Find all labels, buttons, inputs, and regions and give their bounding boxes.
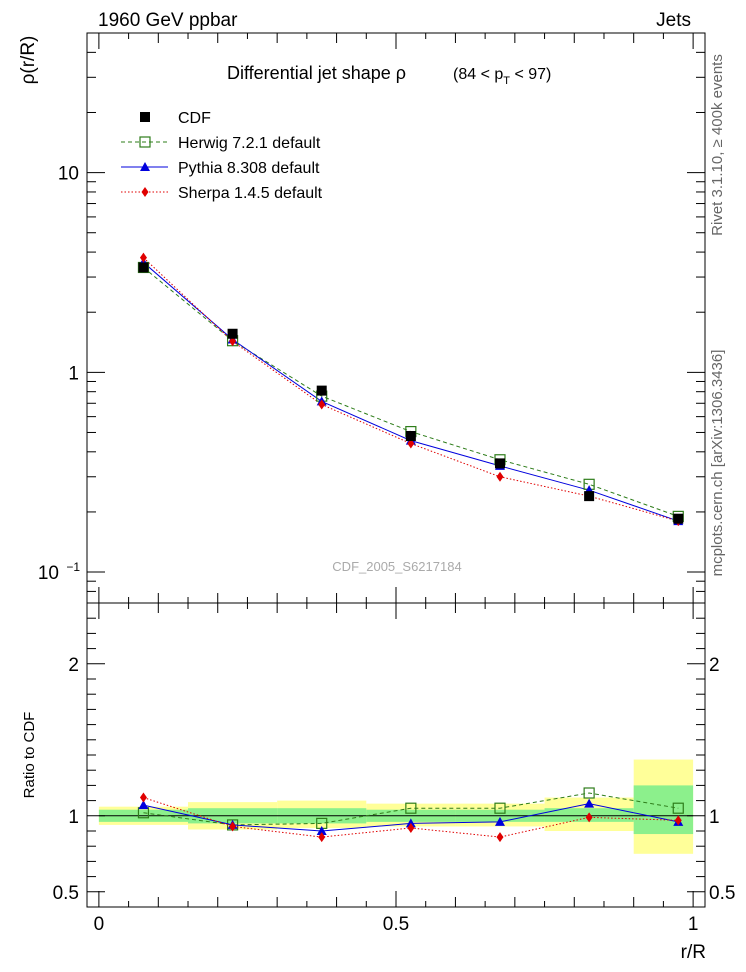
main-series-marker-2 (318, 399, 326, 410)
ratio-series-marker-0 (672, 802, 684, 814)
legend-label: Herwig 7.2.1 default (178, 135, 321, 152)
main-series-line-0 (143, 267, 679, 517)
mcplots-label: mcplots.cern.ch [arXiv:1306.3436] (709, 350, 726, 577)
rivet-version-label: Rivet 3.1.10, ≥ 400k events (709, 54, 726, 236)
ratio-series-marker-2 (496, 832, 504, 843)
ratio-series-marker-2 (674, 815, 682, 826)
ratio-y-tick-label-right: 1 (709, 807, 720, 828)
main-y-axis-label: ρ(r/R) (18, 36, 39, 85)
ratio-axis-ticks (87, 602, 705, 908)
ratio-y-axis-label: Ratio to CDF (21, 712, 38, 799)
header-energy-label: 1960 GeV ppbar (98, 10, 238, 31)
x-axis-label: r/R (681, 942, 706, 963)
header-jets-label: Jets (656, 10, 691, 31)
ratio-series-marker-2 (139, 792, 147, 803)
ratio-series-marker-2 (585, 812, 593, 823)
ratio-series-marker-2 (318, 832, 326, 843)
ratio-series-marker-1 (316, 826, 327, 835)
ratio-series-group (137, 787, 684, 843)
ratio-y-tick-label: 2 (68, 655, 79, 676)
title-range-pre: (84 < p (453, 66, 503, 83)
legend-marker (140, 112, 150, 122)
legend-marker (141, 187, 149, 197)
main-series-marker-2 (407, 438, 415, 449)
ratio-series-marker-1 (494, 816, 505, 826)
main-series-line-2 (143, 257, 679, 522)
cdf-data-point (584, 491, 595, 502)
ratio-series-marker-2 (229, 821, 237, 832)
stat-band (633, 785, 694, 835)
cdf-data-point (138, 262, 149, 273)
legend-marker (139, 136, 151, 148)
cdf-data-point (673, 513, 684, 524)
ratio-series-marker-0 (583, 787, 595, 799)
ratio-plot-frame (86, 602, 706, 908)
ratio-y-tick-label: 1 (68, 807, 79, 828)
analysis-watermark: CDF_2005_S6217184 (332, 559, 461, 574)
main-axis-ticks (87, 32, 705, 604)
main-series-marker-2 (229, 336, 237, 347)
ratio-series-marker-1 (138, 800, 149, 810)
ratio-series-marker-2 (407, 822, 415, 833)
main-series-marker-2 (496, 471, 504, 482)
x-tick-label: 0.5 (383, 914, 409, 935)
main-series-line-1 (143, 262, 679, 522)
title-range-sub: T (503, 75, 510, 87)
ratio-y-tick-labels: 0.5 0.5 1 1 2 2 (53, 655, 736, 904)
ratio-y-tick-label-right: 0.5 (709, 883, 735, 904)
ratio-series-marker-0 (405, 802, 417, 814)
legend-label: CDF (178, 110, 211, 127)
title-range-post: < 97) (510, 66, 551, 83)
ratio-uncertainty-bands (98, 759, 694, 854)
x-tick-label: 0 (94, 914, 105, 935)
main-series-group (137, 252, 684, 527)
cdf-data-point (405, 430, 416, 441)
legend-label: Pythia 8.308 default (178, 160, 320, 177)
ratio-series-marker-0 (494, 802, 506, 814)
cdf-data-point (316, 385, 327, 396)
ratio-plot-panel: 0.5 0.51 12 2 0 0.5 1 Ratio to CDF r/R (21, 602, 736, 963)
main-y-tick-exponent: −1 (66, 560, 80, 574)
legend-marker (140, 162, 150, 171)
main-y-tick-label: 10 (38, 563, 59, 584)
main-y-tick-label: 10 (58, 164, 79, 185)
legend: CDF Herwig 7.2.1 default Pythia 8.308 defa… (121, 110, 323, 202)
cdf-data-point (494, 458, 505, 469)
x-tick-label: 1 (688, 914, 699, 935)
cdf-data-point (227, 328, 238, 339)
main-plot-panel: Differential jet shape ρ (84 < pT < 97) … (18, 32, 706, 604)
ratio-y-tick-label: 0.5 (53, 883, 79, 904)
main-y-tick-label: 1 (68, 363, 79, 384)
legend-label: Sherpa 1.4.5 default (178, 185, 323, 202)
main-title: Differential jet shape ρ (227, 63, 406, 83)
main-series-marker-2 (139, 252, 147, 263)
main-y-tick-labels: 10 −1 1 10 (38, 164, 80, 584)
ratio-y-tick-label-right: 2 (709, 655, 720, 676)
ratio-series-marker-1 (405, 818, 416, 828)
ratio-series-marker-1 (584, 798, 595, 808)
x-tick-labels: 0 0.5 1 (94, 914, 699, 935)
ratio-series-line-0 (143, 792, 679, 826)
svg-text:(84 < pT < 97): (84 < pT < 97) (453, 66, 551, 87)
